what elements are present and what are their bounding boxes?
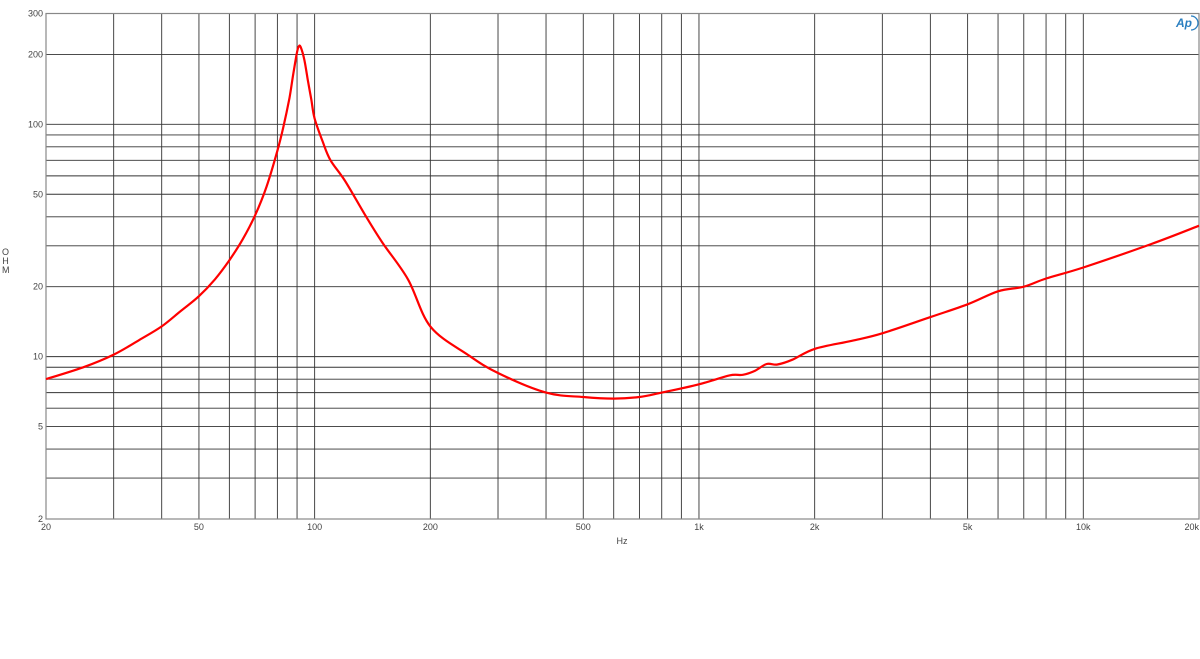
plot-frame <box>45 12 1200 520</box>
svg-text:Ap: Ap <box>1175 16 1192 30</box>
x-tick-label: 20k <box>1184 522 1199 532</box>
x-tick-label: 200 <box>423 522 438 532</box>
grid <box>45 12 1200 520</box>
y-tick-label: 5 <box>38 422 43 432</box>
x-axis-ticks: 20 50 100 200 500 1k 2k 5k 10k 20k <box>41 522 1200 532</box>
y-tick-label: 100 <box>28 119 43 129</box>
y-tick-label: 20 <box>33 282 43 292</box>
y-tick-label: 10 <box>33 352 43 362</box>
x-tick-label: 1k <box>694 522 704 532</box>
x-tick-label: 50 <box>194 522 204 532</box>
x-tick-label: 100 <box>307 522 322 532</box>
series-line <box>45 44 1200 400</box>
x-tick-label: 2k <box>810 522 820 532</box>
y-axis-label: OHM <box>2 247 10 275</box>
y-tick-label: 50 <box>33 189 43 199</box>
x-axis-label: Hz <box>617 536 628 546</box>
ap-logo: Ap <box>1175 15 1199 31</box>
x-tick-label: 10k <box>1076 522 1091 532</box>
y-axis-ticks: 2 5 10 20 50 100 200 300 <box>28 9 43 525</box>
y-tick-label: 200 <box>28 49 43 59</box>
y-tick-label: 300 <box>28 9 43 19</box>
x-tick-label: 500 <box>576 522 591 532</box>
x-tick-label: 5k <box>963 522 973 532</box>
y-tick-label: 2 <box>38 514 43 524</box>
x-tick-label: 20 <box>41 522 51 532</box>
